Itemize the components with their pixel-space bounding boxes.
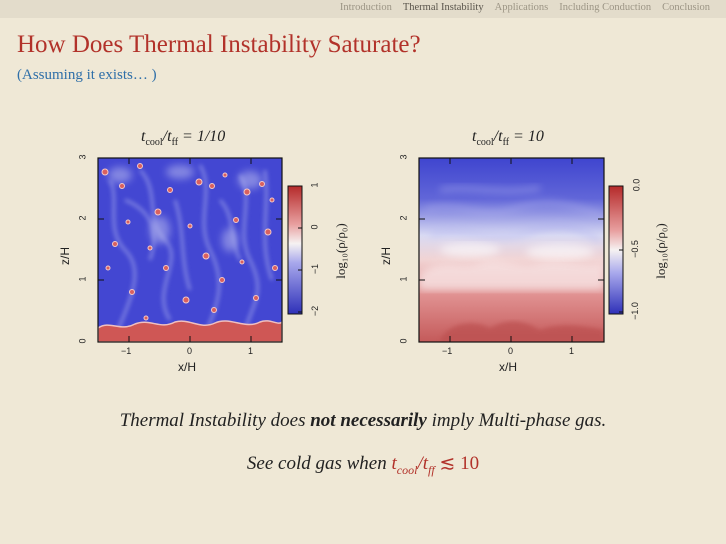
x-tick-right-2: 1 [569, 346, 575, 356]
plot-frame-left [97, 157, 283, 343]
y-tick-right-0: 0 [398, 338, 409, 344]
plot-frame-right [418, 157, 605, 343]
y-tick-right-3: 3 [398, 154, 409, 160]
colorbar-label-left: log₁₀(ρ/ρ₀) [333, 223, 348, 279]
statement-cold-gas-criterion: See cold gas when tcool/tff ≲ 10 [246, 453, 480, 477]
ticks-left [98, 157, 282, 343]
colorbar-tick-left-1: 0 [309, 224, 320, 230]
y-tick-right-2: 2 [398, 215, 409, 221]
x-tick-left-1: 0 [187, 346, 193, 356]
colorbar-right [608, 185, 624, 315]
ticks-right [419, 157, 604, 342]
x-tick-right-0: −1 [442, 346, 453, 356]
panel-right-title: tcool/tff = 10 [472, 128, 544, 149]
y-tick-left-3: 3 [77, 154, 88, 160]
section-nav: Introduction Thermal Instability Applica… [340, 2, 710, 13]
top-navigation-bar: Introduction Thermal Instability Applica… [0, 0, 726, 18]
y-tick-left-2: 2 [77, 215, 88, 221]
colorbar-tick-right-0: 0.0 [631, 178, 642, 192]
x-tick-right-1: 0 [508, 346, 514, 356]
slide-subtitle: (Assuming it exists… ) [17, 67, 157, 83]
colorbar-tick-right-1: −0.5 [629, 240, 640, 258]
y-tick-left-1: 1 [77, 276, 88, 282]
colorbar-tick-left-2: −1 [310, 263, 321, 275]
x-axis-label-right: x/H [499, 360, 517, 374]
statement-multiphase: Thermal Instability does not necessarily… [119, 410, 607, 431]
slide-title: How Does Thermal Instability Saturate? [17, 31, 421, 58]
nav-including-conduction[interactable]: Including Conduction [559, 2, 652, 13]
colorbar-tick-left-3: −2 [310, 305, 321, 317]
x-axis-label-left: x/H [178, 360, 196, 374]
nav-applications[interactable]: Applications [494, 2, 549, 13]
density-map-right [419, 158, 604, 342]
colorbar-label-right: log₁₀(ρ/ρ₀) [653, 223, 668, 279]
colorbar-tick-right-2: −1.0 [629, 302, 640, 320]
nav-conclusion[interactable]: Conclusion [662, 2, 710, 13]
nav-introduction[interactable]: Introduction [339, 2, 392, 13]
y-axis-label-left: z/H [58, 247, 72, 265]
y-tick-right-1: 1 [398, 276, 409, 282]
y-axis-label-right: z/H [379, 247, 393, 265]
x-tick-left-0: −1 [121, 346, 132, 356]
y-tick-left-0: 0 [77, 338, 88, 344]
colorbar-tick-left-0: 1 [309, 182, 320, 188]
nav-thermal-instability[interactable]: Thermal Instability [402, 2, 484, 13]
density-map-left [98, 158, 282, 342]
panel-left-title: tcool/tff = 1/10 [141, 128, 226, 149]
x-tick-left-2: 1 [248, 346, 254, 356]
colorbar-left [287, 185, 303, 315]
